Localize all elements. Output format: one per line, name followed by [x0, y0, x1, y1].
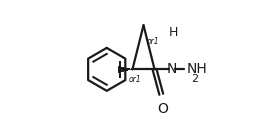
Text: or1: or1: [128, 75, 141, 84]
Text: O: O: [158, 102, 169, 116]
Text: 2: 2: [191, 74, 198, 84]
Text: H: H: [169, 26, 178, 39]
Text: or1: or1: [147, 37, 159, 46]
Text: N: N: [166, 62, 177, 76]
Text: NH: NH: [187, 62, 208, 76]
